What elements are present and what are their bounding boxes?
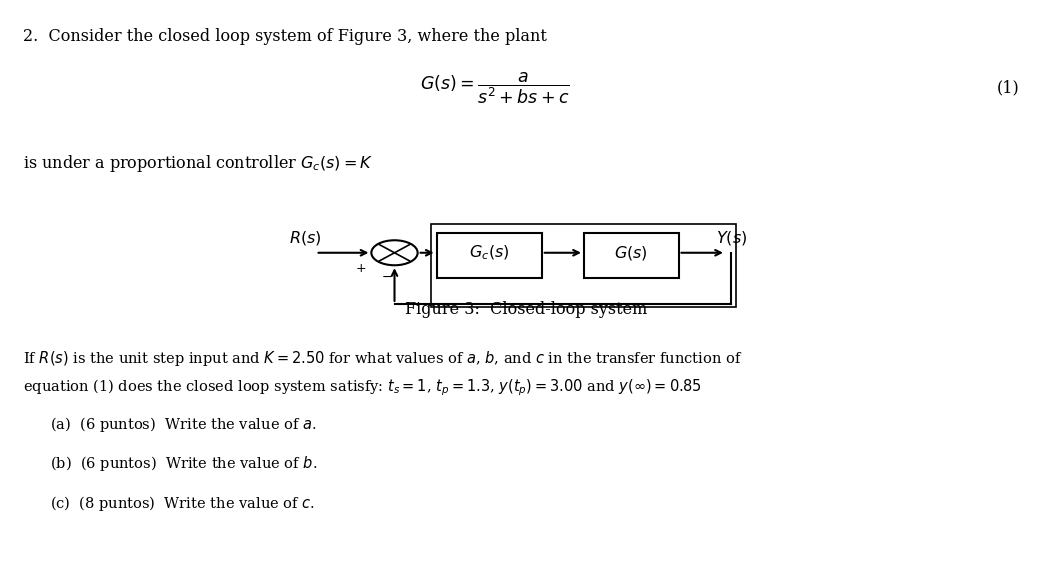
Bar [584, 233, 679, 278]
Text: (b)  (6 puntos)  Write the value of $b$.: (b) (6 puntos) Write the value of $b$. [50, 454, 318, 473]
Text: $G_c(s)$: $G_c(s)$ [469, 244, 509, 262]
Text: $+$: $+$ [355, 262, 366, 275]
Text: $G(s)$: $G(s)$ [614, 244, 648, 262]
Text: equation (1) does the closed loop system satisfy: $t_s = 1$, $t_p = 1.3$, $y(t_p: equation (1) does the closed loop system… [23, 378, 702, 398]
Text: Figure 3:  Closed-loop system: Figure 3: Closed-loop system [405, 301, 647, 318]
Text: (1): (1) [996, 80, 1019, 97]
Text: $G(s) = \dfrac{a}{s^2 + bs + c}$: $G(s) = \dfrac{a}{s^2 + bs + c}$ [420, 70, 569, 106]
Text: 2.  Consider the closed loop system of Figure 3, where the plant: 2. Consider the closed loop system of Fi… [23, 28, 547, 45]
Text: $Y(s)$: $Y(s)$ [715, 229, 747, 247]
Text: If $R(s)$ is the unit step input and $K = 2.50$ for what values of $a$, $b$, and: If $R(s)$ is the unit step input and $K … [23, 349, 743, 368]
Text: is under a proportional controller $G_c(s) = K$: is under a proportional controller $G_c(… [23, 153, 373, 174]
Text: $R(s)$: $R(s)$ [289, 229, 321, 247]
Text: (a)  (6 puntos)  Write the value of $a$.: (a) (6 puntos) Write the value of $a$. [50, 415, 317, 433]
Bar [437, 233, 542, 278]
Text: $-$: $-$ [381, 270, 391, 283]
Text: (c)  (8 puntos)  Write the value of $c$.: (c) (8 puntos) Write the value of $c$. [50, 494, 316, 513]
Bar [431, 224, 736, 307]
